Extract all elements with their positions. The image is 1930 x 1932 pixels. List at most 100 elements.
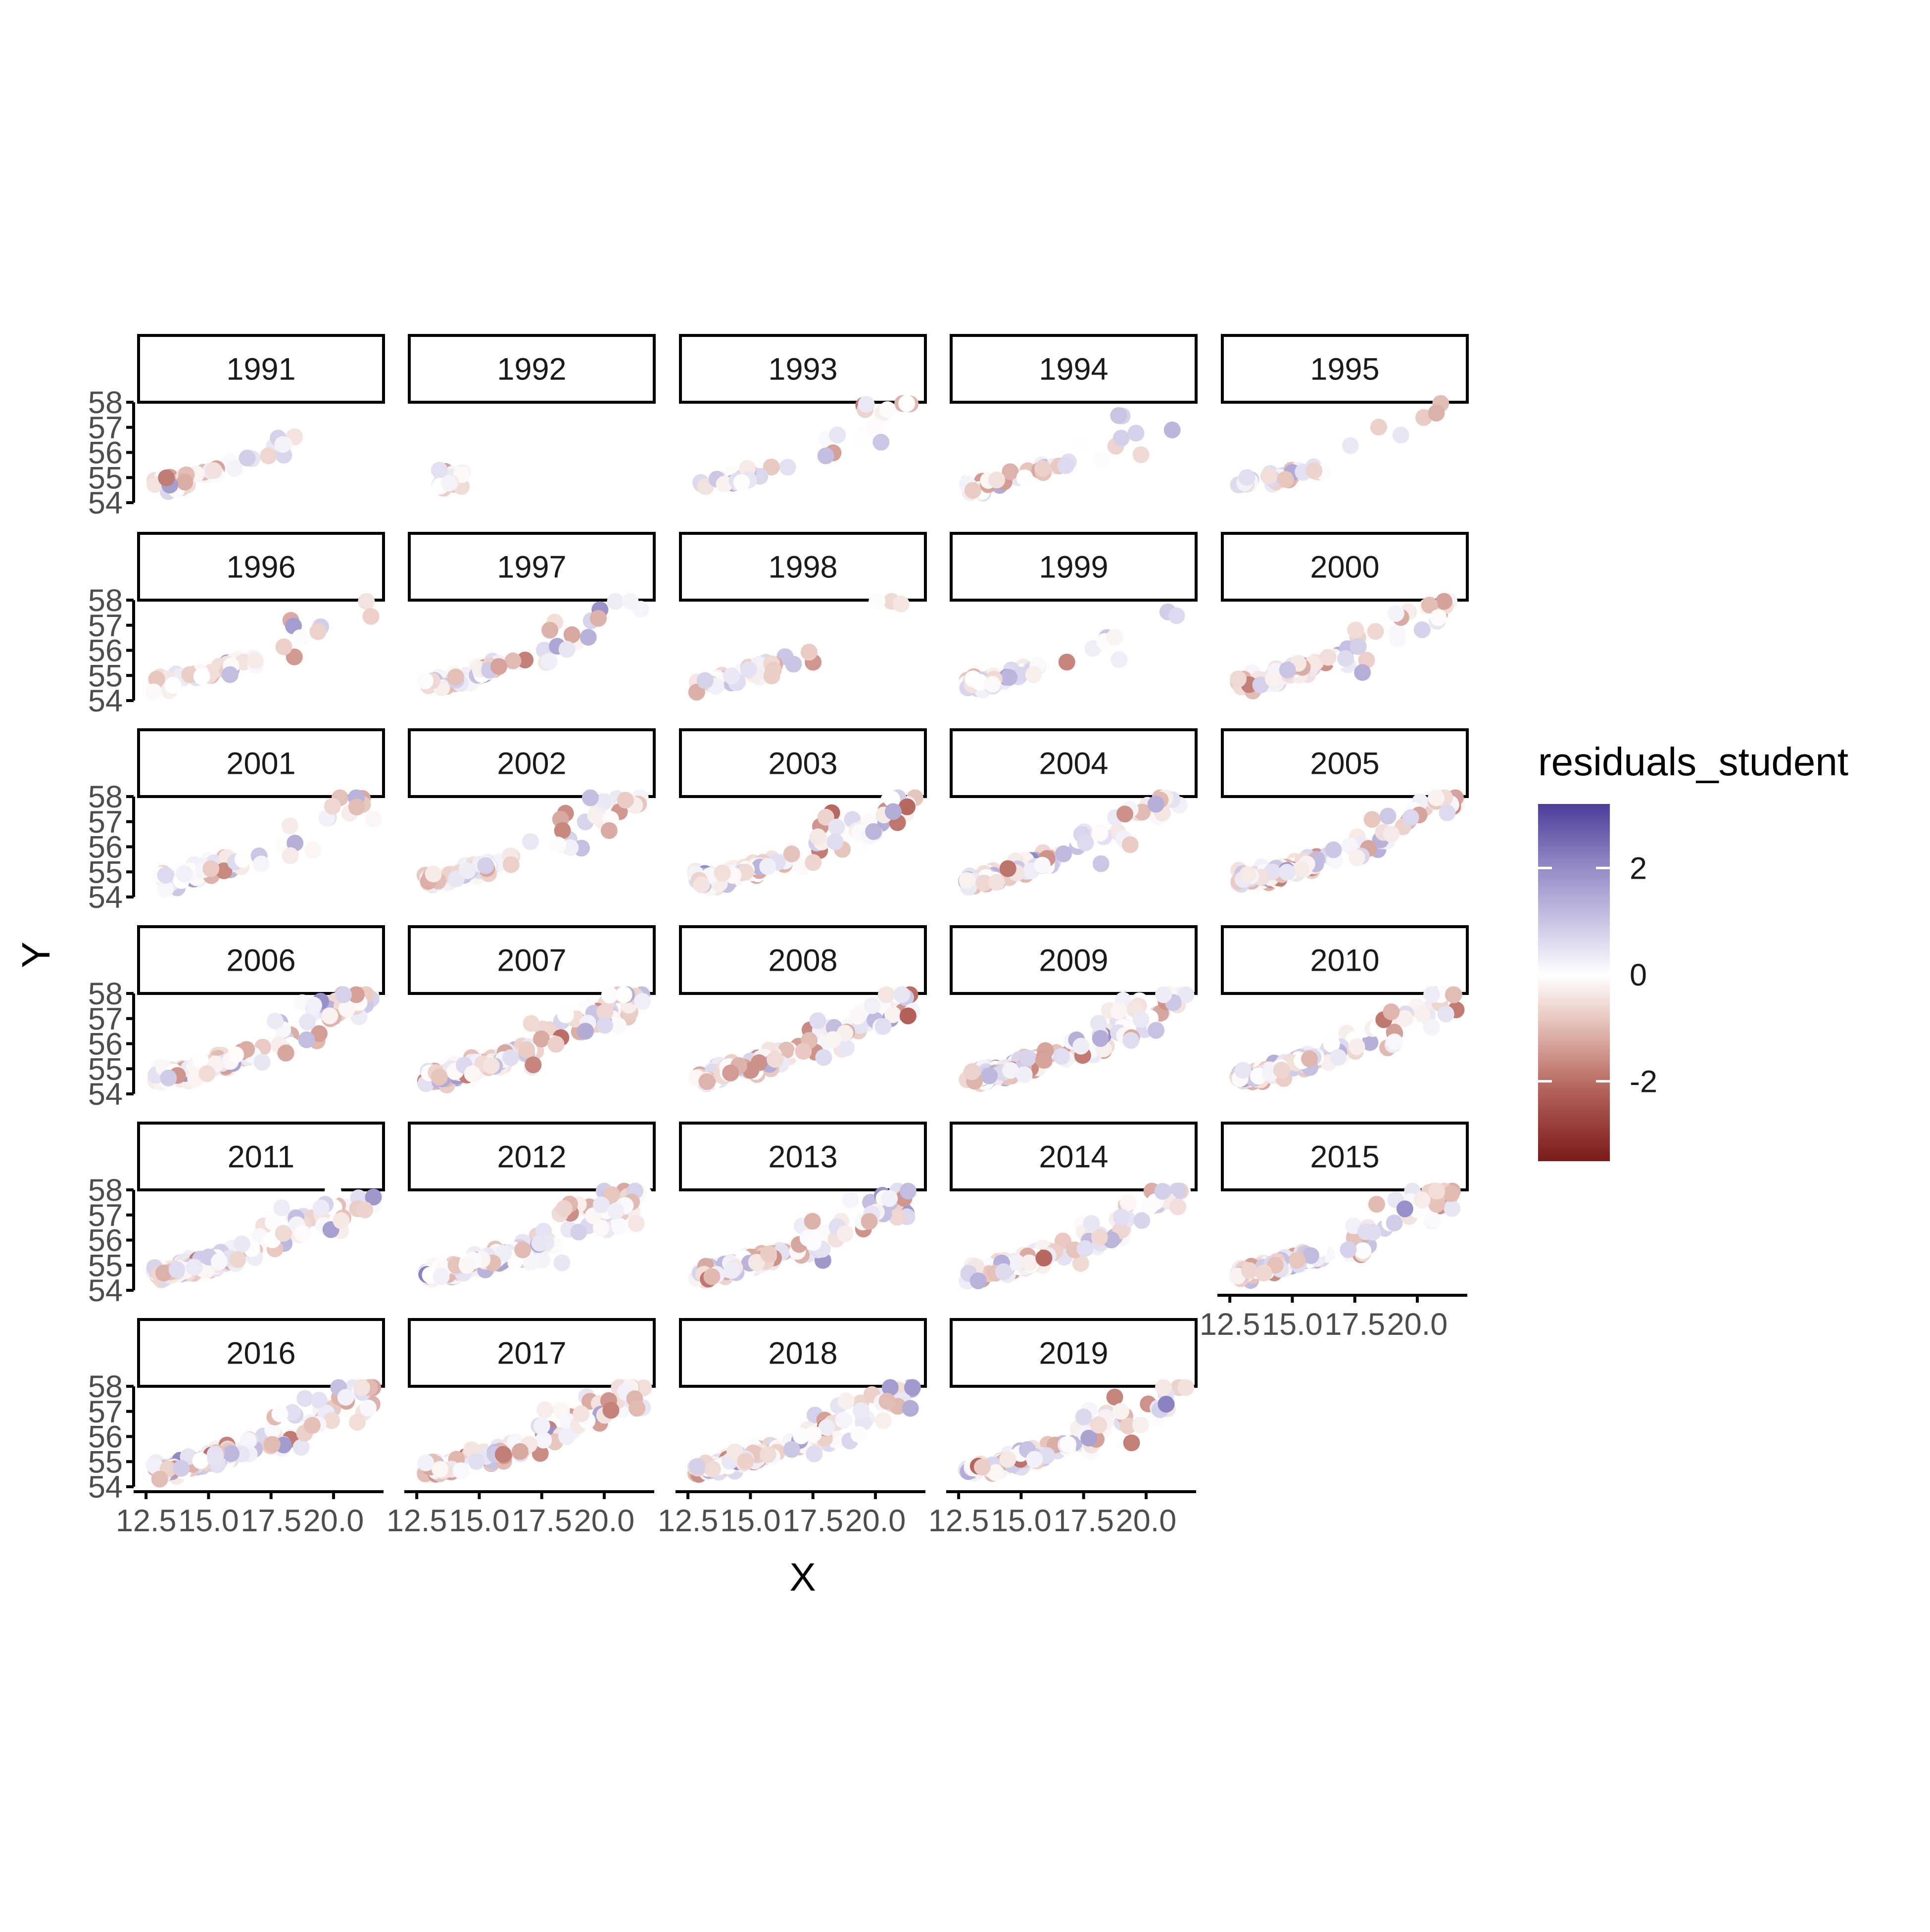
- data-point: [215, 862, 233, 880]
- facet-panel-2018: 2018 12.5 15.0 17.5 20.0: [658, 1318, 927, 1538]
- data-point: [275, 1225, 292, 1242]
- x-tick-label: 17.5: [782, 1504, 843, 1538]
- data-point: [1147, 796, 1164, 813]
- data-point: [557, 1006, 574, 1024]
- data-point: [1007, 1254, 1024, 1271]
- x-tick-label: 12.5: [928, 1504, 989, 1538]
- facet-strip-label: 2001: [226, 747, 295, 781]
- facet-panel-2019: 2019 12.5 15.0 17.5 20.0: [928, 1318, 1198, 1538]
- data-point: [264, 1421, 282, 1438]
- facet-points: [417, 593, 649, 697]
- data-point: [1121, 836, 1139, 853]
- data-point: [502, 856, 520, 873]
- x-tick-label: 17.5: [511, 1504, 572, 1538]
- data-point: [1177, 986, 1195, 1003]
- data-point: [1177, 1379, 1195, 1396]
- data-point: [271, 1405, 289, 1422]
- facet-panel-1992: 1992: [408, 334, 656, 497]
- data-point: [1363, 811, 1381, 828]
- data-point: [765, 661, 782, 679]
- data-point: [1168, 607, 1185, 624]
- facet-strip: [679, 1122, 927, 1191]
- data-point: [160, 1069, 177, 1086]
- data-point: [176, 473, 193, 491]
- facet-strip-label: 2008: [768, 943, 837, 978]
- data-point: [849, 1008, 866, 1025]
- y-tick-label: 56: [88, 634, 123, 668]
- x-tick-label: 12.5: [386, 1504, 447, 1538]
- data-point: [1058, 654, 1075, 671]
- data-point: [615, 986, 632, 1003]
- facet-panel-2008: 2008: [679, 925, 927, 1092]
- x-tick-label: 12.5: [1200, 1307, 1260, 1342]
- y-axis-title: Y: [14, 942, 58, 968]
- data-point: [347, 986, 365, 1003]
- facet-panel-2003: 2003: [679, 728, 927, 896]
- facet-strip: [1221, 334, 1469, 404]
- y-tick-label: 58: [88, 977, 123, 1011]
- facet-strip-label: 2009: [1039, 943, 1108, 978]
- data-point: [362, 608, 380, 625]
- data-point: [1163, 422, 1181, 438]
- y-tick-label: 54: [88, 684, 123, 718]
- facet-strip: [950, 532, 1198, 602]
- data-point: [273, 1199, 290, 1217]
- data-point: [425, 865, 442, 883]
- data-point: [1072, 1255, 1089, 1272]
- data-point: [861, 1213, 878, 1230]
- facet-points: [1230, 789, 1465, 893]
- facet-strip-label: 2006: [226, 943, 295, 978]
- data-point: [1019, 1049, 1036, 1067]
- y-tick-label: 56: [88, 830, 123, 865]
- data-point: [1323, 1036, 1340, 1053]
- facet-strip: [679, 334, 927, 404]
- data-point: [1112, 1209, 1130, 1226]
- data-point: [1430, 609, 1447, 626]
- facet-strip: [679, 728, 927, 798]
- data-point: [349, 1414, 366, 1431]
- x-tick-label: 15.0: [1262, 1307, 1323, 1342]
- data-point: [458, 1257, 476, 1274]
- facet-strip-label: 2005: [1310, 747, 1379, 781]
- legend-colorbar: [1538, 804, 1610, 1161]
- data-point: [999, 860, 1016, 877]
- data-point: [704, 1461, 721, 1478]
- facet-panel-2015: 2015 12.5 15.0 17.5 20.0: [1200, 1122, 1469, 1342]
- facet-strip-label: 2010: [1310, 943, 1379, 978]
- data-point: [1155, 1379, 1172, 1396]
- facet-strip: [137, 532, 385, 602]
- data-point: [221, 666, 239, 683]
- facet-strip: [950, 1122, 1198, 1191]
- x-tick-label: 15.0: [991, 1504, 1052, 1538]
- data-point: [1239, 866, 1256, 883]
- data-point: [323, 1412, 340, 1429]
- data-point: [541, 621, 559, 639]
- facet-points: [152, 789, 382, 897]
- data-point: [1279, 661, 1296, 679]
- data-point: [353, 1379, 370, 1396]
- y-tick-label: 55: [88, 659, 123, 693]
- data-point: [805, 854, 822, 871]
- data-point: [291, 629, 309, 646]
- data-point: [1090, 1015, 1107, 1032]
- data-point: [884, 1006, 902, 1023]
- data-point: [902, 1400, 919, 1417]
- data-point: [611, 1218, 628, 1235]
- legend-tick-label: -2: [1630, 1064, 1657, 1099]
- data-point: [282, 847, 299, 864]
- data-point: [1342, 437, 1359, 454]
- data-point: [494, 1446, 512, 1463]
- facet-strip: [137, 334, 385, 404]
- data-point: [1002, 463, 1019, 480]
- data-point: [1110, 651, 1128, 668]
- data-point: [1278, 863, 1296, 881]
- data-point: [1035, 1249, 1053, 1267]
- facet-points: [418, 1182, 652, 1288]
- data-point: [284, 1404, 301, 1421]
- facet-points: [687, 789, 923, 896]
- data-point: [809, 1012, 826, 1030]
